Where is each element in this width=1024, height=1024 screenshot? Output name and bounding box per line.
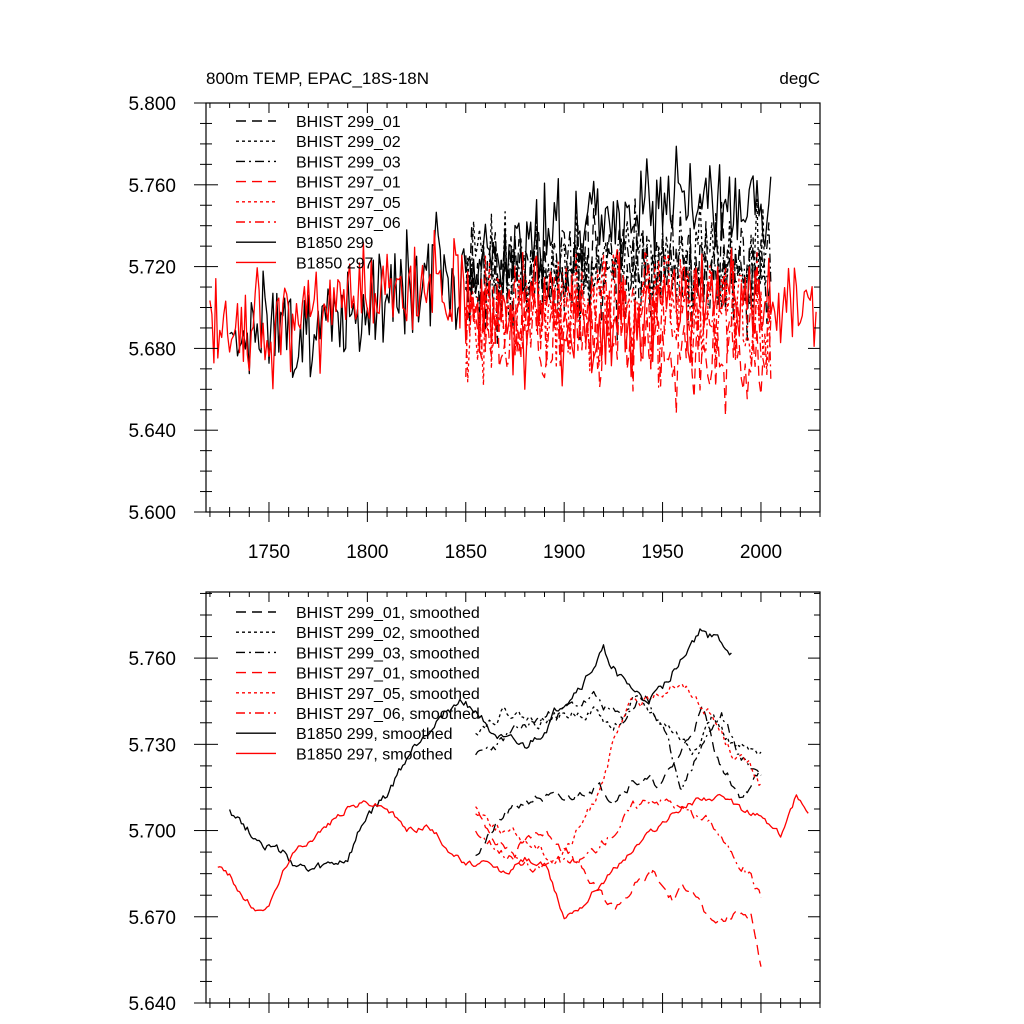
top-chart-title: 800m TEMP, EPAC_18S-18N bbox=[206, 69, 429, 88]
legend-label-b1850-299-smoothed: B1850 299, smoothed bbox=[296, 726, 453, 743]
series-line-b1850-299 bbox=[229, 145, 772, 378]
legend-label-bhist-297-01-smoothed: BHIST 297_01, smoothed bbox=[296, 666, 480, 683]
legend-label-bhist-297-05: BHIST 297_05 bbox=[296, 195, 401, 212]
top-legend: BHIST 299_01 BHIST 299_02 BHIST 299_03 BHIS… bbox=[236, 114, 401, 272]
legend-label-bhist-299-01-smoothed: BHIST 299_01, smoothed bbox=[296, 605, 480, 622]
legend-label-bhist-299-01: BHIST 299_01 bbox=[296, 114, 401, 131]
x-tick-label: 1750 bbox=[248, 542, 290, 563]
legend-label-bhist-297-06: BHIST 297_06 bbox=[296, 215, 401, 232]
series-line-bhist-297-05-smoothed bbox=[475, 683, 762, 866]
y-tick-label: 5.640 bbox=[128, 421, 176, 442]
series-line-b1850-297-smoothed bbox=[217, 793, 809, 920]
y-tick-label: 5.680 bbox=[128, 339, 176, 360]
legend-label-bhist-297-01: BHIST 297_01 bbox=[296, 175, 401, 192]
y-tick-label: 5.800 bbox=[128, 94, 176, 115]
y-tick-label: 5.600 bbox=[128, 503, 176, 524]
series-line-bhist-299-02-smoothed bbox=[475, 695, 762, 756]
x-tick-label: 1800 bbox=[346, 542, 388, 563]
bottom-panel: 5.640 5.670 5.700 5.730 5.760 BHIST 299_01, … bbox=[128, 591, 821, 1015]
bottom-plot-frame bbox=[205, 591, 821, 1004]
series-line-bhist-297-01 bbox=[465, 251, 772, 417]
x-tick-label: 1900 bbox=[543, 542, 585, 563]
legend-label-bhist-299-03: BHIST 299_03 bbox=[296, 154, 401, 171]
y-tick-label: 5.640 bbox=[128, 994, 176, 1015]
series-line-bhist-299-01-smoothed bbox=[475, 705, 762, 857]
y-tick-label: 5.670 bbox=[128, 908, 176, 929]
legend-label-bhist-299-03-smoothed: BHIST 299_03, smoothed bbox=[296, 645, 480, 662]
legend-label-bhist-297-05-smoothed: BHIST 297_05, smoothed bbox=[296, 686, 480, 703]
y-tick-label: 5.700 bbox=[128, 822, 176, 843]
series-line-bhist-297-06-smoothed bbox=[475, 798, 762, 898]
legend-label-bhist-299-02: BHIST 299_02 bbox=[296, 134, 401, 151]
series-line-bhist-297-01-smoothed bbox=[475, 813, 762, 967]
bottom-legend: BHIST 299_01, smoothed BHIST 299_02, smoo… bbox=[236, 605, 480, 763]
series-line-bhist-299-03-smoothed bbox=[475, 690, 762, 791]
x-tick-label: 1950 bbox=[641, 542, 683, 563]
y-tick-label: 5.720 bbox=[128, 258, 176, 279]
y-tick-label: 5.760 bbox=[128, 649, 176, 670]
legend-label-b1850-297-smoothed: B1850 297, smoothed bbox=[296, 746, 453, 763]
legend-label-bhist-297-06-smoothed: BHIST 297_06, smoothed bbox=[296, 706, 480, 723]
series-line-b1850-297 bbox=[209, 229, 817, 390]
top-plot-frame bbox=[205, 102, 821, 513]
x-tick-label: 2000 bbox=[740, 542, 782, 563]
y-tick-label: 5.760 bbox=[128, 176, 176, 197]
y-tick-label: 5.730 bbox=[128, 735, 176, 756]
top-panel: 1750 1800 1850 1900 1950 2000 5.600 5.640 5.680 5… bbox=[128, 69, 821, 563]
legend-label-b1850-299: B1850 299 bbox=[296, 235, 374, 252]
legend-label-bhist-299-02-smoothed: BHIST 299_02, smoothed bbox=[296, 625, 480, 642]
x-tick-label: 1850 bbox=[445, 542, 487, 563]
top-chart-units: degC bbox=[779, 69, 820, 88]
series-line-b1850-299-smoothed bbox=[228, 628, 732, 872]
legend-label-b1850-297: B1850 297 bbox=[296, 255, 374, 272]
series-line-bhist-299-03 bbox=[465, 196, 772, 344]
